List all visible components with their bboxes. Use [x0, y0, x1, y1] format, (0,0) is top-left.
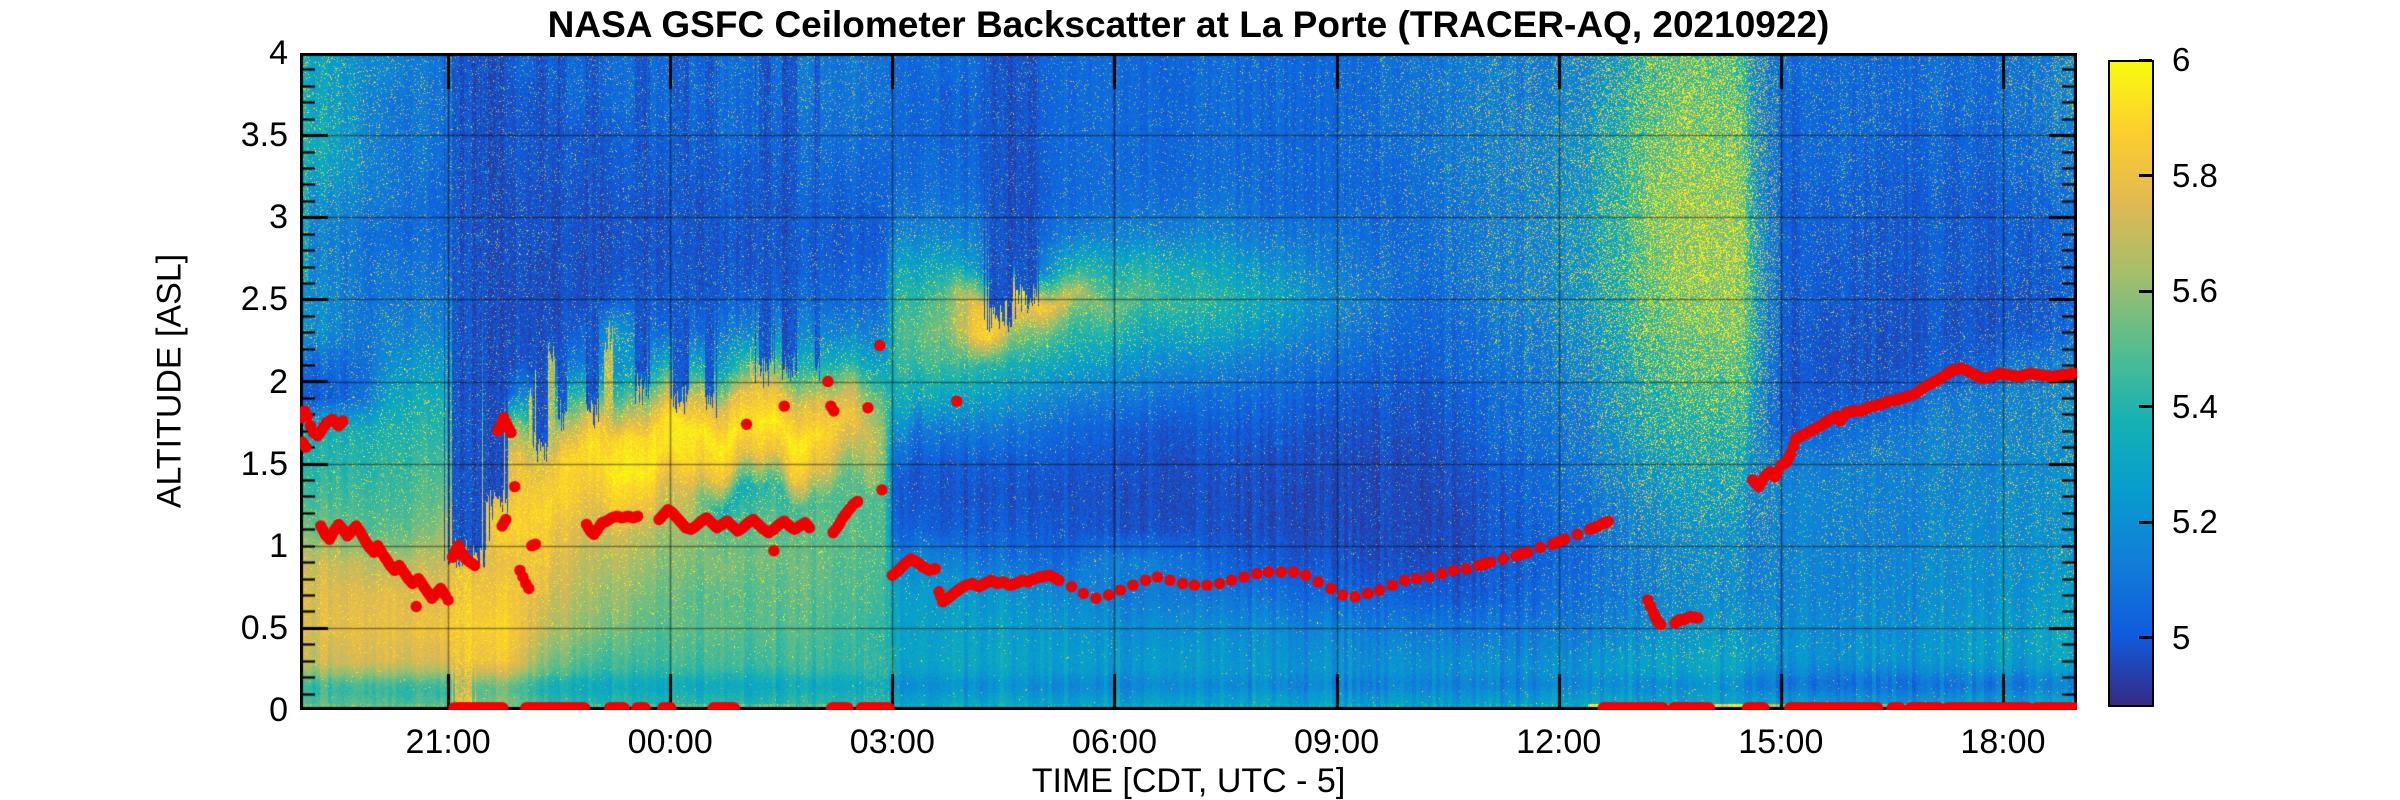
x-tick-label: 06:00 [1071, 723, 1157, 761]
x-tick-label: 21:00 [405, 723, 491, 761]
y-tick-label: 0 [269, 691, 288, 729]
x-axis-label: TIME [CDT, UTC - 5] [1031, 762, 1346, 800]
x-tick-label: 18:00 [1960, 723, 2046, 761]
y-tick-label: 2 [269, 362, 288, 401]
colorbar-tick-label: 5.8 [2172, 156, 2218, 194]
colorbar-tick-mark [2139, 520, 2152, 524]
colorbar-tick-label: 5.4 [2172, 387, 2218, 425]
colorbar-tick-mark [2139, 405, 2152, 409]
colorbar-tick-label: 6 [2172, 41, 2191, 78]
x-tick-label: 15:00 [1738, 723, 1824, 761]
y-tick-label: 0.5 [240, 608, 288, 647]
y-tick-label: 2.5 [240, 280, 288, 319]
chart-title: NASA GSFC Ceilometer Backscatter at La P… [547, 4, 1830, 45]
y-tick-label: 4 [269, 34, 288, 72]
colorbar-tick-label: 5.6 [2172, 272, 2218, 310]
y-tick-label: 1.5 [240, 444, 288, 483]
x-tick-label: 00:00 [627, 723, 713, 761]
colorbar-tick-label: 5 [2172, 618, 2191, 656]
heatmap-canvas [300, 53, 2077, 710]
colorbar-tick-label: 5.2 [2172, 503, 2218, 541]
x-tick-label: 03:00 [849, 723, 935, 761]
y-tick-label: 3 [269, 198, 288, 237]
colorbar-tick-mark [2139, 289, 2152, 293]
x-tick-label: 09:00 [1294, 723, 1380, 761]
colorbar-tick-mark [2139, 636, 2152, 640]
y-tick-label: 3.5 [240, 116, 288, 155]
colorbar-tick-mark [2139, 174, 2152, 178]
colorbar-tick-mark [2139, 58, 2152, 62]
colorbar [2108, 60, 2154, 707]
y-tick-label: 1 [269, 526, 288, 565]
x-tick-label: 12:00 [1516, 723, 1602, 761]
